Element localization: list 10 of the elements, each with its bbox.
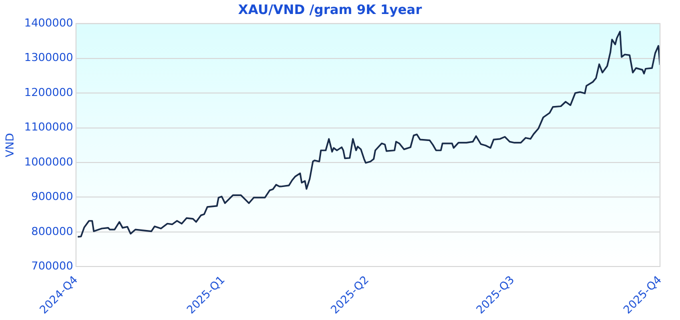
y-axis-title: VND <box>3 133 16 158</box>
chart-title: XAU/VND /gram 9K 1year <box>238 3 422 18</box>
y-tick-label: 1400000 <box>24 16 74 30</box>
y-tick-label: 1100000 <box>24 120 74 134</box>
y-tick-label: 1300000 <box>24 51 74 64</box>
y-tick-label: 1200000 <box>24 86 74 99</box>
y-tick-label: 700000 <box>31 260 74 273</box>
y-tick-label: 800000 <box>31 224 74 238</box>
y-tick-label: 1000000 <box>24 155 74 168</box>
y-tick-label: 900000 <box>31 190 74 204</box>
